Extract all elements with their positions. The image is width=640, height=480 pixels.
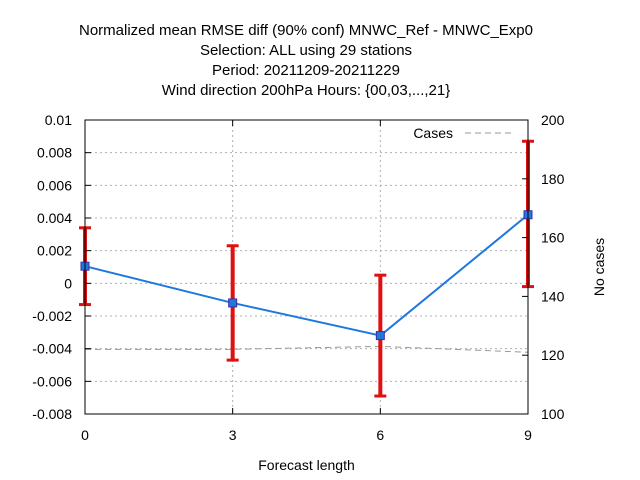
y2-tick-label: 160 bbox=[541, 230, 565, 246]
legend-label-cases: Cases bbox=[413, 125, 453, 141]
y-tick-label: -0.008 bbox=[32, 406, 72, 422]
x-tick-label: 0 bbox=[81, 427, 89, 443]
rmse-diff-line bbox=[84, 213, 529, 337]
y-tick-label: 0.004 bbox=[37, 210, 72, 226]
x-axis-label: Forecast length bbox=[258, 457, 355, 473]
series-layer bbox=[79, 139, 534, 398]
y2-axis-label: No cases bbox=[591, 238, 607, 296]
y-tick-label: 0.01 bbox=[45, 112, 72, 128]
y2-tick-label: 100 bbox=[541, 406, 565, 422]
legend: Cases bbox=[413, 125, 512, 141]
data-point bbox=[228, 298, 238, 308]
x-tick-label: 6 bbox=[376, 427, 384, 443]
data-point bbox=[375, 331, 385, 341]
y-tick-label: 0 bbox=[64, 275, 72, 291]
chart-title: Normalized mean RMSE diff (90% conf) MNW… bbox=[79, 22, 533, 99]
y2-tick-label: 180 bbox=[541, 171, 565, 187]
y2-tick-label: 200 bbox=[541, 112, 565, 128]
title-line-1: Normalized mean RMSE diff (90% conf) MNW… bbox=[79, 22, 533, 39]
y-tick-label: -0.002 bbox=[32, 308, 72, 324]
plot-frame bbox=[84, 119, 529, 415]
title-line-2: Selection: ALL using 29 stations bbox=[200, 42, 412, 59]
y2-tick-label: 140 bbox=[541, 288, 565, 304]
ticks: 0.01 0.008 0.006 0.004 0.002 0 -0.002 -0.004 -0.… bbox=[32, 112, 564, 443]
x-tick-label: 3 bbox=[229, 427, 237, 443]
y-tick-label: -0.006 bbox=[32, 373, 72, 389]
y-tick-label: -0.004 bbox=[32, 341, 72, 357]
grid bbox=[85, 120, 528, 414]
cases-line bbox=[85, 345, 529, 353]
x-tick-label: 9 bbox=[524, 427, 532, 443]
y-tick-label: 0.002 bbox=[37, 243, 72, 259]
title-line-4: Wind direction 200hPa Hours: {00,03,...,… bbox=[162, 82, 451, 99]
title-line-3: Period: 20211209-20211229 bbox=[212, 62, 400, 79]
y2-tick-label: 120 bbox=[541, 347, 565, 363]
y-tick-label: 0.006 bbox=[37, 177, 72, 193]
y-tick-label: 0.008 bbox=[37, 145, 72, 161]
